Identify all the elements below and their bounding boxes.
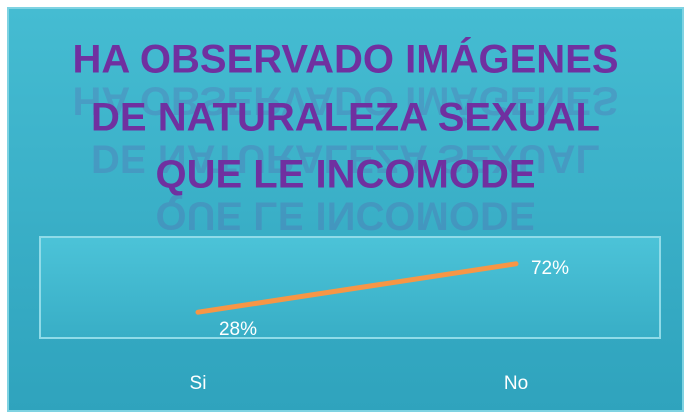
chart-title: DE NATURALEZA SEXUAL	[91, 96, 600, 140]
data-label: 72%	[531, 258, 569, 279]
title-reflection: DE NATURALEZA SEXUAL	[91, 136, 600, 180]
chart-title: HA OBSERVADO IMÁGENES	[73, 37, 619, 82]
x-tick-label: Si	[190, 373, 207, 394]
title-reflection: HA OBSERVADO IMÁGENES	[73, 78, 619, 123]
line	[195, 261, 519, 315]
data-label: 28%	[219, 319, 257, 340]
title-reflection: QUE LE INCOMODE	[155, 193, 535, 237]
background	[7, 7, 684, 412]
chart-title: QUE LE INCOMODE	[155, 153, 535, 197]
x-tick-label: No	[504, 373, 528, 394]
